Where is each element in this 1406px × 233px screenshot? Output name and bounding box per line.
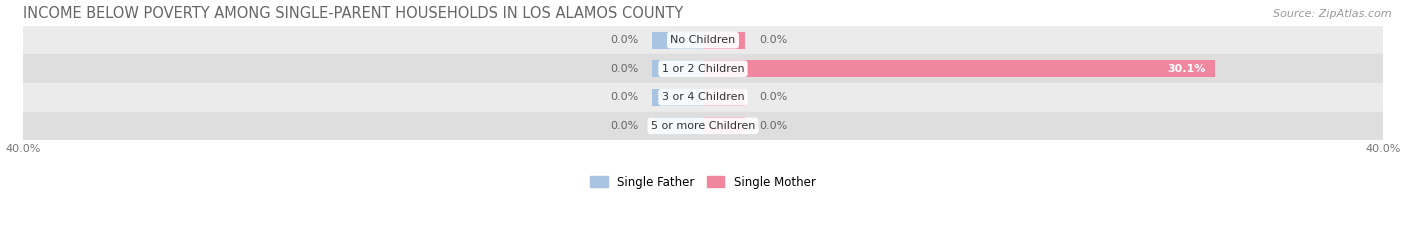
Text: INCOME BELOW POVERTY AMONG SINGLE-PARENT HOUSEHOLDS IN LOS ALAMOS COUNTY: INCOME BELOW POVERTY AMONG SINGLE-PARENT…	[24, 6, 683, 21]
Bar	[652, 89, 703, 106]
Text: 0.0%: 0.0%	[759, 121, 787, 131]
Bar	[24, 55, 1382, 83]
Bar	[24, 112, 1382, 140]
Text: 0.0%: 0.0%	[610, 121, 638, 131]
Legend: Single Father, Single Mother: Single Father, Single Mother	[585, 171, 821, 194]
Text: 1 or 2 Children: 1 or 2 Children	[662, 64, 744, 74]
Bar	[24, 26, 1382, 55]
Bar	[652, 32, 703, 49]
Bar	[24, 83, 1382, 112]
Text: 0.0%: 0.0%	[610, 92, 638, 102]
Text: 30.1%: 30.1%	[1167, 64, 1206, 74]
Text: Source: ZipAtlas.com: Source: ZipAtlas.com	[1274, 9, 1392, 19]
Bar	[703, 89, 745, 106]
Text: No Children: No Children	[671, 35, 735, 45]
Text: 0.0%: 0.0%	[759, 92, 787, 102]
Text: 0.0%: 0.0%	[610, 64, 638, 74]
Text: 3 or 4 Children: 3 or 4 Children	[662, 92, 744, 102]
Bar	[652, 117, 703, 134]
Bar	[652, 60, 703, 77]
Bar	[703, 60, 1215, 77]
Text: 0.0%: 0.0%	[610, 35, 638, 45]
Bar	[703, 32, 745, 49]
Bar	[703, 117, 745, 134]
Text: 0.0%: 0.0%	[759, 35, 787, 45]
Text: 5 or more Children: 5 or more Children	[651, 121, 755, 131]
